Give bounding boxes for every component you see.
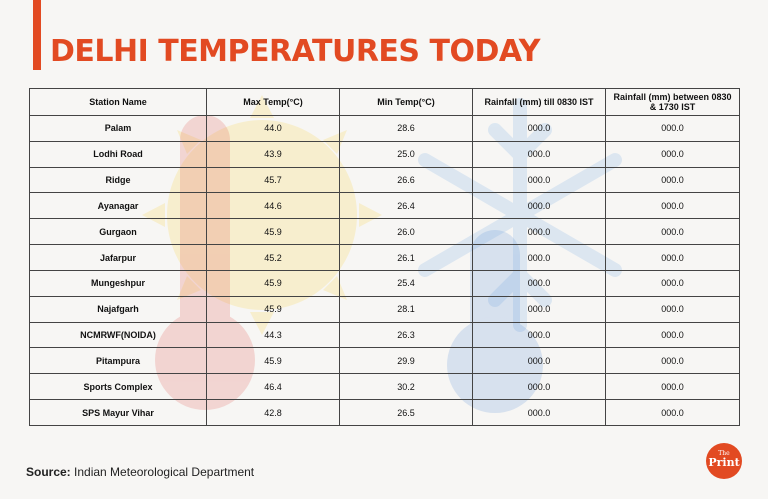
station-name-cell: SPS Mayur Vihar: [29, 399, 207, 426]
station-name-cell: Mungeshpur: [29, 269, 207, 297]
value-cell: 000.0: [605, 373, 740, 401]
value-cell: 000.0: [605, 115, 740, 142]
value-cell: 25.0: [339, 140, 473, 168]
table-header-row: Station Name Max Temp(°C) Min Temp(°C) R…: [29, 88, 740, 116]
value-cell: 000.0: [605, 218, 740, 246]
value-cell: 26.6: [339, 166, 473, 194]
table-row: SPS Mayur Vihar 42.8 26.5 000.0 000.0: [29, 399, 740, 426]
logo-small-text: The: [718, 450, 730, 457]
station-name-cell: Najafgarh: [29, 295, 207, 323]
value-cell: 45.2: [206, 244, 340, 271]
value-cell: 45.9: [206, 347, 340, 375]
value-cell: 000.0: [605, 166, 740, 194]
value-cell: 45.9: [206, 218, 340, 246]
value-cell: 44.3: [206, 321, 340, 349]
value-cell: 000.0: [472, 373, 606, 401]
value-cell: 26.5: [339, 399, 473, 426]
value-cell: 25.4: [339, 269, 473, 297]
station-name-cell: Ridge: [29, 166, 207, 194]
table-row: Jafarpur 45.2 26.1 000.0 000.0: [29, 244, 740, 271]
value-cell: 000.0: [472, 218, 606, 246]
value-cell: 000.0: [472, 115, 606, 142]
value-cell: 26.0: [339, 218, 473, 246]
station-name-cell: Jafarpur: [29, 244, 207, 271]
table-row: NCMRWF(NOIDA) 44.3 26.3 000.0 000.0: [29, 321, 740, 349]
title-accent-bar: [33, 0, 41, 70]
value-cell: 000.0: [472, 347, 606, 375]
table-row: Najafgarh 45.9 28.1 000.0 000.0: [29, 295, 740, 323]
table-row: Ridge 45.7 26.6 000.0 000.0: [29, 166, 740, 194]
value-cell: 44.0: [206, 115, 340, 142]
value-cell: 000.0: [472, 140, 606, 168]
source-text: Indian Meteorological Department: [74, 465, 255, 479]
value-cell: 000.0: [605, 295, 740, 323]
value-cell: 000.0: [605, 399, 740, 426]
table-row: Gurgaon 45.9 26.0 000.0 000.0: [29, 218, 740, 246]
station-name-cell: Ayanagar: [29, 192, 207, 220]
value-cell: 000.0: [605, 244, 740, 271]
value-cell: 26.3: [339, 321, 473, 349]
value-cell: 000.0: [472, 269, 606, 297]
station-name-cell: Palam: [29, 115, 207, 142]
source-note: Source: Indian Meteorological Department: [26, 465, 254, 479]
table-row: Mungeshpur 45.9 25.4 000.0 000.0: [29, 269, 740, 297]
column-header: Station Name: [29, 88, 207, 116]
value-cell: 000.0: [605, 321, 740, 349]
value-cell: 42.8: [206, 399, 340, 426]
value-cell: 43.9: [206, 140, 340, 168]
theprint-logo: The Print: [706, 443, 742, 479]
value-cell: 000.0: [472, 244, 606, 271]
value-cell: 30.2: [339, 373, 473, 401]
column-header: Max Temp(°C): [206, 88, 340, 116]
value-cell: 000.0: [472, 295, 606, 323]
table-row: Pitampura 45.9 29.9 000.0 000.0: [29, 347, 740, 375]
table-row: Lodhi Road 43.9 25.0 000.0 000.0: [29, 140, 740, 168]
station-name-cell: Lodhi Road: [29, 140, 207, 168]
value-cell: 45.9: [206, 295, 340, 323]
table-row: Sports Complex 46.4 30.2 000.0 000.0: [29, 373, 740, 401]
value-cell: 28.6: [339, 115, 473, 142]
value-cell: 46.4: [206, 373, 340, 401]
value-cell: 28.1: [339, 295, 473, 323]
value-cell: 26.4: [339, 192, 473, 220]
value-cell: 000.0: [472, 321, 606, 349]
value-cell: 000.0: [605, 140, 740, 168]
value-cell: 45.7: [206, 166, 340, 194]
value-cell: 45.9: [206, 269, 340, 297]
value-cell: 000.0: [605, 192, 740, 220]
page-title: DELHI TEMPERATURES TODAY: [50, 34, 540, 69]
value-cell: 000.0: [472, 166, 606, 194]
value-cell: 000.0: [605, 269, 740, 297]
column-header: Rainfall (mm) till 0830 IST: [472, 88, 606, 116]
source-label: Source:: [26, 465, 71, 479]
value-cell: 26.1: [339, 244, 473, 271]
station-name-cell: NCMRWF(NOIDA): [29, 321, 207, 349]
station-name-cell: Gurgaon: [29, 218, 207, 246]
value-cell: 000.0: [472, 192, 606, 220]
value-cell: 000.0: [472, 399, 606, 426]
table-row: Palam 44.0 28.6 000.0 000.0: [29, 115, 740, 142]
value-cell: 29.9: [339, 347, 473, 375]
value-cell: 000.0: [605, 347, 740, 375]
column-header: Min Temp(°C): [339, 88, 473, 116]
logo-big-text: Print: [708, 456, 740, 469]
table-row: Ayanagar 44.6 26.4 000.0 000.0: [29, 192, 740, 220]
temperature-table: Station Name Max Temp(°C) Min Temp(°C) R…: [29, 88, 740, 426]
value-cell: 44.6: [206, 192, 340, 220]
column-header: Rainfall (mm) between 0830 & 1730 IST: [605, 88, 740, 116]
station-name-cell: Pitampura: [29, 347, 207, 375]
station-name-cell: Sports Complex: [29, 373, 207, 401]
